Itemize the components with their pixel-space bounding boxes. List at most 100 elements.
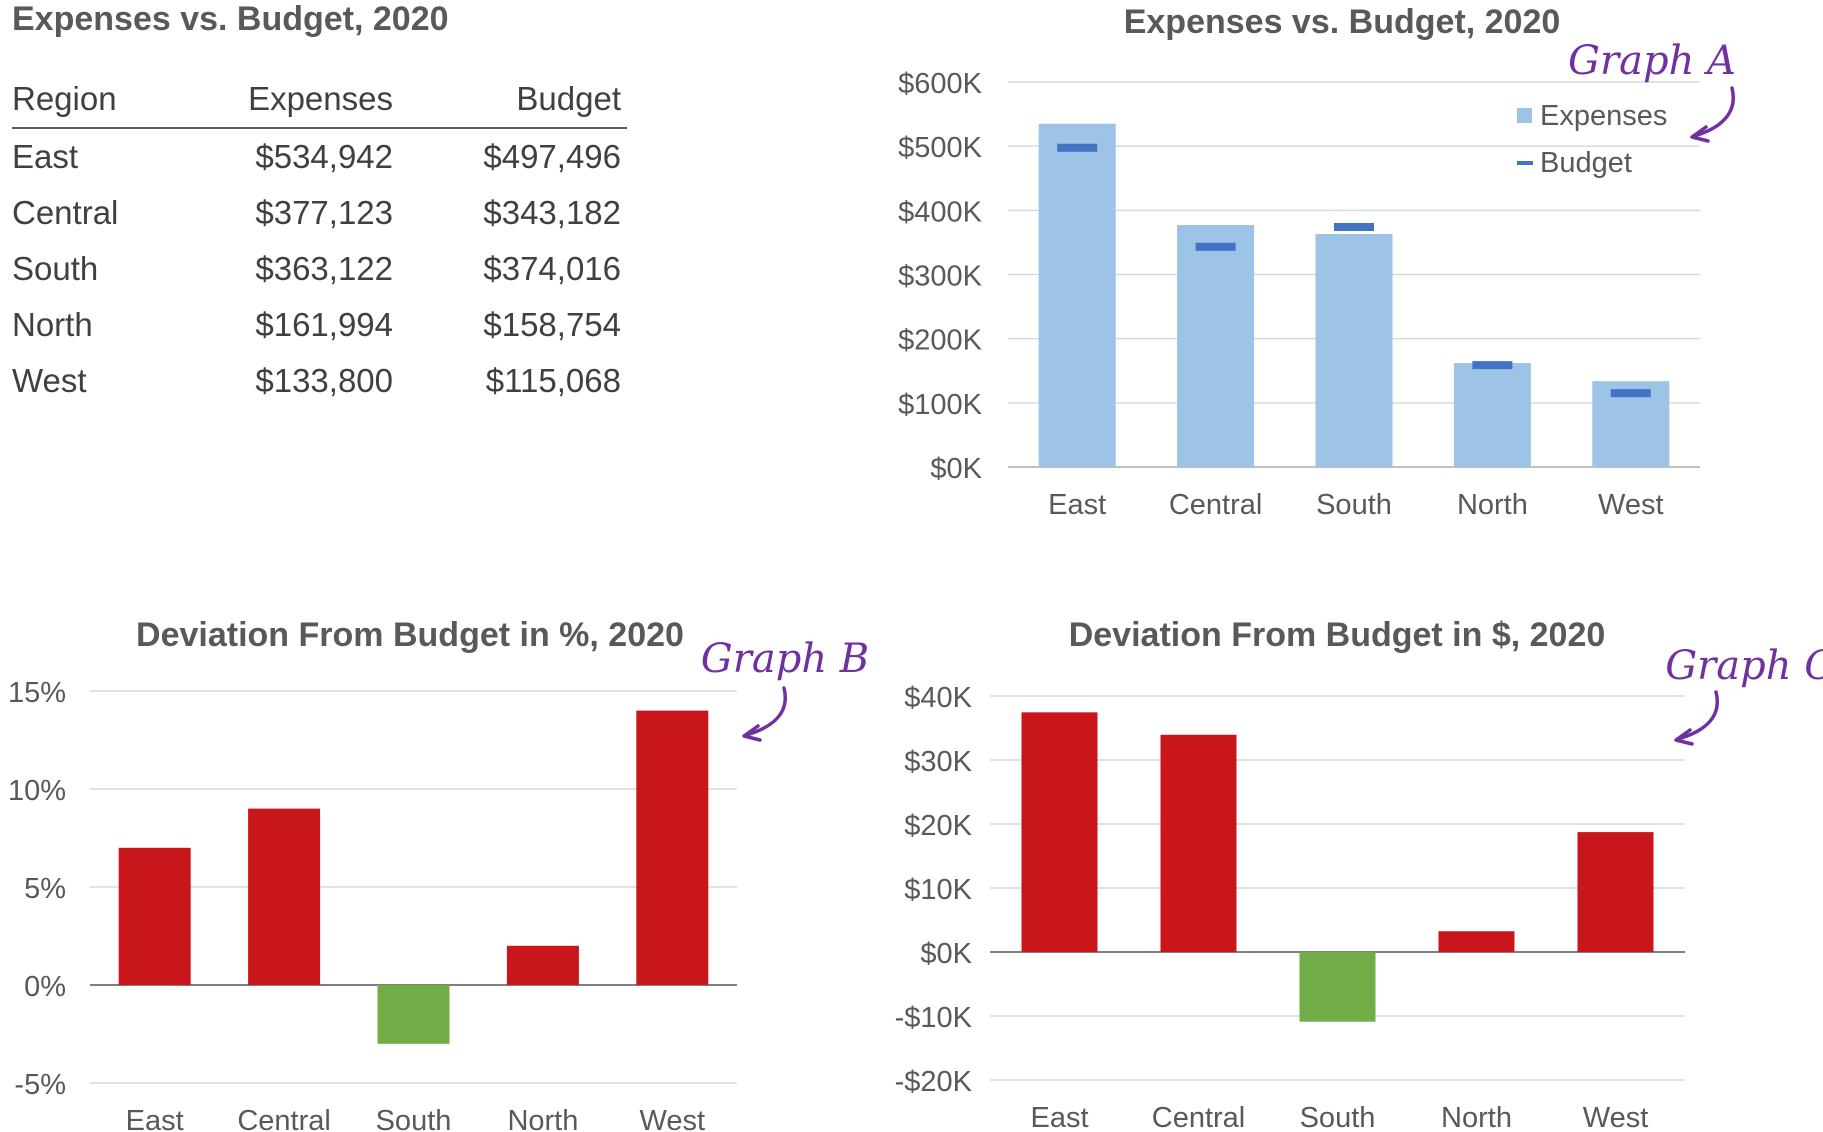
annotation-graph-a: Graph A (1568, 38, 1736, 143)
table-row: North $161,994 $158,754 (12, 297, 627, 353)
budget-marker (1334, 223, 1374, 232)
deviation-bar-over (1577, 832, 1654, 952)
legend-label-expenses: Expenses (1540, 100, 1667, 132)
y-tick-label: 5% (24, 873, 66, 905)
table-cell-expenses: $161,994 (255, 306, 393, 343)
table-cell-expenses: $133,800 (255, 362, 393, 399)
table-cell-region: West (12, 362, 87, 399)
chart-title: Deviation From Budget in %, 2020 (136, 616, 684, 654)
budget-marker (1610, 389, 1651, 398)
table-cell-budget: $343,182 (483, 194, 621, 231)
x-tick-label: North (1457, 489, 1528, 521)
y-tick-label: $400K (898, 196, 983, 228)
table-cell-budget: $374,016 (483, 250, 621, 287)
table-cell-region: Central (12, 194, 119, 231)
y-tick-label: $0K (920, 938, 972, 970)
expenses-bar (1453, 363, 1531, 467)
y-tick-label: $20K (904, 810, 972, 842)
legend-swatch-expenses (1517, 108, 1532, 123)
table-panel: Expenses vs. Budget, 2020 Region Expense… (0, 0, 640, 440)
table-cell-region: South (12, 250, 99, 287)
table-cell-budget: $158,754 (483, 306, 621, 343)
y-tick-label: -5% (14, 1069, 66, 1101)
annotation-graph-c: Graph C (1665, 643, 1823, 746)
annotation-arrowhead (1674, 728, 1694, 746)
x-tick-label: West (640, 1105, 706, 1132)
x-tick-label: Central (1169, 489, 1263, 521)
x-tick-label: South (1300, 1102, 1376, 1132)
x-tick-label: Central (1152, 1102, 1246, 1132)
annotation-arrow (1692, 86, 1735, 138)
table-cell-expenses: $377,123 (255, 194, 393, 231)
annotation-text: Graph B (701, 636, 869, 682)
deviation-bar-over (118, 847, 191, 985)
y-tick-label: 15% (8, 677, 66, 709)
annotation-arrow (1676, 690, 1719, 741)
expenses-bar (1315, 233, 1393, 467)
table-cell-budget: $115,068 (485, 362, 621, 399)
annotation-graph-b: Graph B (701, 636, 869, 742)
annotation-text: Graph A (1568, 38, 1736, 84)
x-tick-label: West (1598, 489, 1664, 521)
column-header-expenses: Expenses (223, 75, 399, 129)
x-tick-label: East (126, 1105, 184, 1132)
chart-title: Deviation From Budget in $, 2020 (1069, 616, 1606, 654)
deviation-bar-over (1160, 734, 1237, 952)
annotation-arrowhead (1690, 125, 1710, 143)
table-cell-region: North (12, 306, 93, 343)
column-header-region: Region (12, 75, 223, 129)
y-tick-label: $40K (904, 682, 972, 714)
legend: Expenses Budget (1517, 100, 1667, 179)
deviation-bar-over (636, 710, 709, 985)
budget-marker (1195, 242, 1236, 251)
table-cell-expenses: $534,942 (255, 138, 393, 175)
x-tick-label: North (507, 1105, 578, 1132)
y-tick-label: 10% (8, 775, 66, 807)
expenses-table: Region Expenses Budget East $534,942 $49… (12, 75, 627, 409)
legend-label-budget: Budget (1540, 147, 1632, 179)
budget-marker (1472, 361, 1513, 370)
annotation-arrow (744, 686, 787, 737)
deviation-bar-under (1299, 952, 1376, 1022)
y-tick-label: $300K (898, 261, 983, 293)
column-header-budget: Budget (399, 75, 627, 129)
x-tick-label: North (1441, 1102, 1512, 1132)
table-row: West $133,800 $115,068 (12, 353, 627, 409)
y-tick-label: $30K (904, 746, 972, 778)
y-tick-label: -$20K (895, 1066, 973, 1098)
x-tick-label: South (376, 1105, 452, 1132)
y-tick-label: $10K (904, 874, 972, 906)
y-tick-label: $600K (898, 68, 983, 100)
y-tick-label: $200K (898, 325, 983, 357)
x-tick-label: East (1030, 1102, 1088, 1132)
x-tick-label: West (1583, 1102, 1649, 1132)
table-cell-budget: $497,496 (483, 138, 621, 175)
annotation-arrowhead (742, 724, 762, 742)
y-tick-label: $0K (930, 453, 982, 485)
expenses-bar (1177, 225, 1255, 467)
chart-c: Deviation From Budget in $, 2020 -$20K -$1… (895, 616, 1685, 1132)
deviation-bar-over (1021, 712, 1098, 952)
y-tick-label: $500K (898, 132, 983, 164)
table-row: South $363,122 $374,016 (12, 241, 627, 297)
budget-marker (1057, 143, 1098, 152)
deviation-bar-under (377, 985, 450, 1044)
table-row: East $534,942 $497,496 (12, 128, 627, 185)
table-row: Central $377,123 $343,182 (12, 185, 627, 241)
deviation-bar-over (1438, 931, 1515, 952)
chart-title: Expenses vs. Budget, 2020 (1124, 3, 1561, 41)
deviation-bar-over (506, 945, 579, 985)
table-header-row: Region Expenses Budget (12, 75, 627, 129)
chart-a: Expenses vs. Budget, 2020 $0K $100K $200K $3… (898, 3, 1700, 521)
y-tick-label: $100K (898, 389, 983, 421)
table-title: Expenses vs. Budget, 2020 (12, 0, 449, 38)
x-tick-label: South (1316, 489, 1392, 521)
table-cell-expenses: $363,122 (255, 250, 393, 287)
deviation-bar-over (248, 808, 321, 985)
annotation-text: Graph C (1665, 643, 1823, 689)
x-tick-label: East (1048, 489, 1106, 521)
expenses-bar (1038, 123, 1116, 468)
y-tick-label: 0% (24, 971, 66, 1003)
x-tick-label: Central (237, 1105, 331, 1132)
